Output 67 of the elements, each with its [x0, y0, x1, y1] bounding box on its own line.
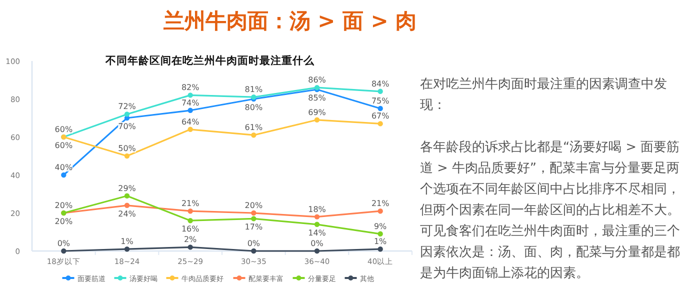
- point: [314, 248, 320, 254]
- data-label: 86%: [308, 76, 326, 85]
- point: [378, 106, 383, 112]
- data-label: 70%: [118, 122, 136, 131]
- data-label: 9%: [374, 222, 388, 231]
- point: [314, 117, 320, 122]
- data-label: 0%: [57, 239, 70, 248]
- data-label: 20%: [54, 201, 73, 210]
- point: [188, 92, 193, 98]
- data-label: 72%: [118, 102, 136, 112]
- data-label: 1%: [374, 237, 388, 246]
- data-label: 80%: [244, 103, 263, 112]
- chart-subtitle: 不同年龄区间在吃兰州牛肉面时最注重什么: [104, 54, 316, 67]
- data-label: 29%: [118, 184, 136, 193]
- chart-title: 兰州牛肉面：汤 > 面 > 肉: [162, 9, 417, 33]
- point: [61, 248, 66, 254]
- point: [188, 108, 193, 113]
- data-label: 0%: [310, 239, 324, 248]
- point: [251, 248, 256, 254]
- point: [124, 246, 130, 252]
- point: [251, 132, 256, 138]
- data-label: 75%: [371, 96, 390, 106]
- data-label: 18%: [308, 204, 326, 214]
- data-label: 82%: [181, 83, 200, 92]
- data-label: 16%: [181, 224, 200, 234]
- data-label: 20%: [54, 217, 73, 226]
- data-label: 69%: [308, 108, 326, 117]
- text: 各年龄段的诉求占比都是“汤要好喝 > 面要筋道 > 牛肉品质要好”，配菜丰富与分量要足两个选项在不同年龄区间中占比排序不尽相同，但两个因素在同一年龄区间的占比相差不大。可见食客们在吃兰州牛肉面时，最注重的三个因素依次是：汤、面、肉，配菜与分量都是都是为牛肉面锦上添花的因素。: [420, 139, 681, 283]
- point: [378, 121, 383, 126]
- point: [61, 172, 66, 178]
- point: [124, 202, 130, 208]
- data-label: 85%: [308, 94, 326, 102]
- point: [378, 231, 383, 236]
- data-label: 21%: [371, 199, 390, 208]
- data-label: 50%: [118, 144, 136, 153]
- point: [188, 126, 193, 132]
- data-label: 60%: [54, 125, 73, 134]
- data-label: 17%: [244, 222, 263, 232]
- point: [378, 208, 383, 214]
- data-label: 60%: [54, 141, 73, 150]
- point: [314, 214, 320, 220]
- point: [378, 246, 383, 252]
- data-label: 67%: [371, 112, 390, 121]
- text: 在对吃兰州牛肉面时最注重的因素调查中发现：: [420, 76, 668, 115]
- data-label: 24%: [118, 209, 136, 218]
- point: [188, 208, 193, 214]
- point: [124, 153, 130, 159]
- data-label: 81%: [244, 85, 263, 94]
- data-label: 40%: [54, 163, 73, 172]
- data-label: 21%: [181, 199, 200, 208]
- data-label: 0%: [247, 239, 260, 248]
- point: [251, 210, 256, 216]
- point: [124, 112, 130, 117]
- data-label: 2%: [184, 235, 198, 244]
- data-label: 74%: [181, 98, 200, 108]
- point: [188, 244, 193, 250]
- data-label: 61%: [244, 123, 263, 132]
- point: [314, 222, 320, 227]
- data-label: 84%: [371, 79, 390, 88]
- data-label: 1%: [120, 237, 134, 246]
- data-label: 20%: [244, 201, 263, 210]
- data-label: 14%: [308, 228, 326, 238]
- point: [378, 88, 383, 94]
- point: [251, 216, 256, 222]
- point: [124, 193, 130, 198]
- data-label: 64%: [181, 117, 200, 126]
- point: [188, 218, 193, 224]
